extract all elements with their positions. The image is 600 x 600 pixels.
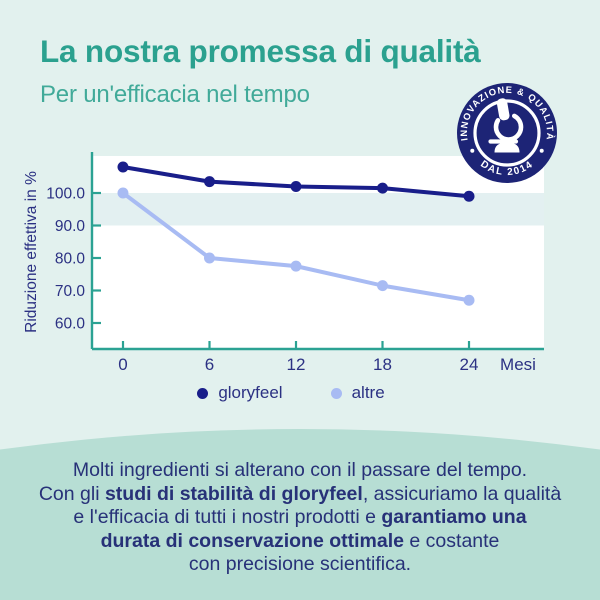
data-point-gloryfeel-0 — [117, 161, 129, 173]
legend-item-altre: altre — [330, 383, 385, 403]
badge-right-dot — [539, 148, 544, 153]
data-point-gloryfeel-6 — [204, 176, 216, 188]
data-point-gloryfeel-12 — [290, 181, 302, 192]
data-point-altre-12 — [290, 260, 302, 272]
badge-circle — [457, 83, 557, 183]
legend-label-altre: altre — [351, 383, 385, 402]
legend-dot-gloryfeel — [197, 387, 209, 399]
y-tick-label: 70.0 — [55, 283, 86, 300]
page-title: La nostra promessa di qualità — [40, 33, 481, 69]
body-text: Molti ingredienti si alterano con il pas… — [38, 459, 562, 575]
y-tick-label: 80.0 — [55, 251, 86, 268]
data-point-altre-0 — [117, 187, 129, 199]
data-point-gloryfeel-18 — [377, 182, 389, 194]
data-point-altre-18 — [377, 280, 389, 292]
x-axis-title: Mesi — [500, 355, 536, 374]
x-tick-label: 0 — [118, 355, 127, 374]
y-tick-label: 100.0 — [46, 186, 85, 203]
badge-left-dot — [470, 148, 475, 153]
bottom-dome-background — [0, 429, 600, 600]
chart-legend: gloryfeel altre — [0, 383, 591, 403]
x-tick-label: 6 — [205, 355, 214, 374]
page-subtitle: Per un'efficacia nel tempo — [40, 81, 310, 108]
legend-label-gloryfeel: gloryfeel — [218, 383, 283, 402]
x-tick-label: 18 — [373, 355, 392, 374]
legend-item-gloryfeel: gloryfeel — [197, 383, 283, 403]
y-tick-label: 90.0 — [55, 218, 86, 235]
data-point-altre-6 — [204, 252, 216, 264]
badge-inner-ring — [473, 99, 541, 167]
data-point-altre-24 — [463, 294, 475, 306]
stability-line-chart: 60.0 70.0 80.0 90.0 100.0 0 6 12 18 24 Mesi Riduzio… — [23, 152, 544, 374]
microscope-icon — [488, 98, 524, 153]
legend-dot-altre — [330, 387, 342, 399]
y-tick-label: 60.0 — [55, 316, 86, 333]
x-tick-label: 12 — [287, 355, 306, 374]
data-point-gloryfeel-24 — [463, 190, 475, 202]
quality-badge: INNOVAZIONE & QUALITÀ DAL 2014 — [457, 83, 557, 183]
x-tick-label: 24 — [460, 355, 479, 374]
y-axis-title: Riduzione effettiva in % — [23, 171, 40, 333]
